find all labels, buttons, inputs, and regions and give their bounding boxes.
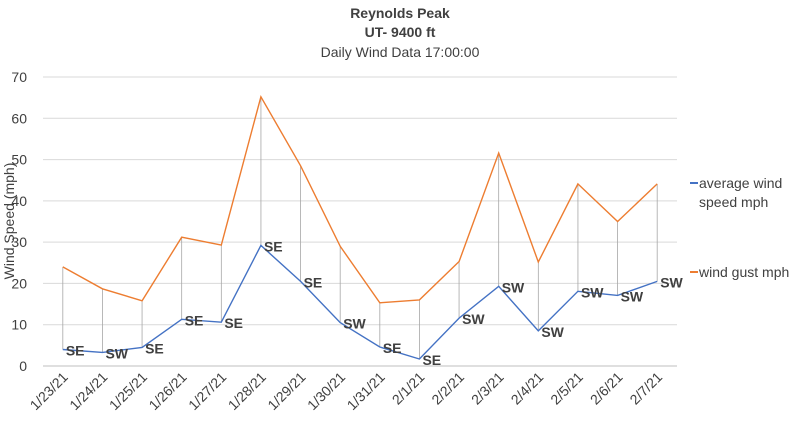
wind-direction-label: SW [462, 311, 485, 327]
wind-direction-label: SW [621, 288, 644, 304]
y-tick-label: 60 [11, 110, 27, 126]
series-line-average-wind [62, 244, 658, 360]
y-tick-label: 30 [11, 234, 27, 250]
x-tick-label: 2/1/21 [389, 369, 428, 408]
wind-direction-label: SW [343, 316, 366, 332]
y-tick-label: 50 [11, 152, 27, 168]
x-tick-label: 1/28/21 [225, 369, 269, 413]
legend-item-average-wind: average wind speed mph [699, 175, 783, 210]
x-tick-label: 1/27/21 [185, 369, 229, 413]
x-tick-label: 2/7/21 [626, 369, 665, 408]
y-tick-label: 10 [11, 317, 27, 333]
high-low-lines [62, 96, 658, 359]
wind-direction-label: SW [660, 274, 683, 290]
x-tick-label: 1/29/21 [264, 369, 308, 413]
y-tick-label: 70 [11, 69, 27, 85]
direction-labels: SE SW SE SE SE SE SE SW SE SE SW SW SW SW SW SW [66, 238, 684, 368]
legend-swatch [690, 182, 698, 184]
gridlines [43, 76, 677, 367]
x-tick-label: 1/24/21 [66, 369, 110, 413]
wind-direction-label: SW [502, 279, 525, 295]
wind-direction-label: SE [224, 315, 243, 331]
x-tick-label: 1/26/21 [145, 369, 189, 413]
wind-direction-label: SW [581, 284, 604, 300]
y-tick-label: 40 [11, 193, 27, 209]
x-tick-label: 1/25/21 [106, 369, 150, 413]
x-tick-label: 2/4/21 [508, 369, 547, 408]
y-tick-label: 20 [11, 275, 27, 291]
x-tick-label: 2/5/21 [547, 369, 586, 408]
legend-swatch [690, 271, 698, 273]
series-lines [62, 94, 658, 360]
wind-direction-label: SE [145, 340, 164, 356]
x-tick-label: 2/3/21 [468, 369, 507, 408]
wind-direction-label: SE [383, 340, 402, 356]
x-tick-label: 1/30/21 [304, 369, 348, 413]
y-tick-labels: 0 10 20 30 40 50 60 70 [11, 69, 27, 374]
wind-direction-label: SE [66, 342, 85, 358]
wind-direction-label: SW [105, 345, 128, 361]
wind-direction-label: SE [185, 312, 204, 328]
x-tick-label: 1/31/21 [344, 369, 388, 413]
wind-direction-label: SE [304, 274, 323, 290]
x-tick-label: 1/23/21 [27, 369, 71, 413]
y-tick-label: 0 [19, 358, 27, 374]
wind-direction-label: SW [541, 324, 564, 340]
wind-direction-label: SE [264, 238, 283, 254]
y-axis-title: Wind Speed (mph) [1, 163, 17, 280]
x-tick-label: 2/6/21 [587, 369, 626, 408]
series-line-wind-gust [62, 94, 658, 304]
chart-title-block: Reynolds Peak UT- 9400 ft Daily Wind Dat… [0, 4, 800, 62]
legend-item-wind-gust: wind gust mph [699, 264, 790, 280]
wind-direction-label: SE [422, 352, 441, 368]
chart-subtitle-time: Daily Wind Data 17:00:00 [320, 44, 480, 60]
chart-subtitle-elevation: UT- 9400 ft [364, 24, 436, 40]
x-tick-labels: 1/23/211/24/211/25/211/26/211/27/211/28/… [27, 369, 666, 413]
x-tick-label: 2/2/21 [428, 369, 467, 408]
chart-title: Reynolds Peak [350, 5, 450, 21]
